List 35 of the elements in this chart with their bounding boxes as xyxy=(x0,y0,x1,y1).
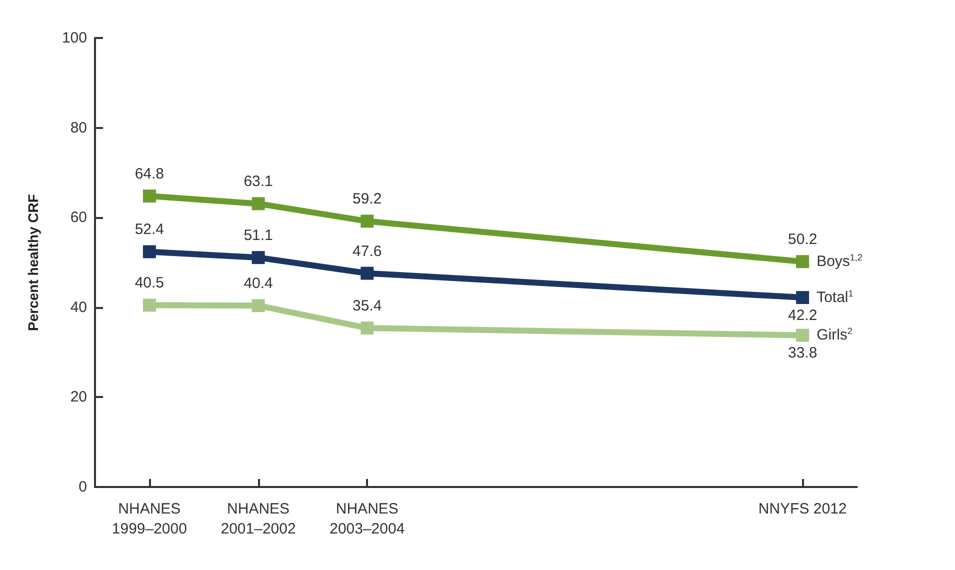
data-label: 35.4 xyxy=(352,298,382,315)
data-label: 33.8 xyxy=(788,344,818,362)
point xyxy=(252,251,265,264)
x-tick-label: NNYFS 2012 xyxy=(758,500,847,518)
data-label: 40.4 xyxy=(244,275,273,292)
point xyxy=(796,255,810,268)
data-label: 51.1 xyxy=(244,227,273,244)
data-label: 63.1 xyxy=(244,173,273,190)
data-label: 42.2 xyxy=(788,307,818,324)
point xyxy=(360,322,374,335)
point xyxy=(796,291,810,304)
data-label: 40.5 xyxy=(134,274,164,292)
y-tick-label: 60 xyxy=(70,209,87,226)
point xyxy=(142,298,156,312)
y-tick-label: 0 xyxy=(78,478,87,496)
point xyxy=(142,190,156,203)
data-label: 47.6 xyxy=(352,242,382,260)
y-tick-label: 20 xyxy=(70,388,87,406)
data-label: 52.4 xyxy=(134,221,164,238)
point xyxy=(796,328,810,342)
data-label: 50.2 xyxy=(788,231,818,248)
y-tick-label: 80 xyxy=(70,119,87,136)
point xyxy=(360,214,374,228)
data-label: 59.2 xyxy=(352,190,382,208)
y-tick-label: 100 xyxy=(62,30,87,46)
point xyxy=(142,245,156,258)
point xyxy=(252,197,265,210)
x-tick-label: NHANES 1999–2000 xyxy=(112,500,187,538)
x-tick-label: NHANES 2001–2002 xyxy=(220,500,296,538)
point xyxy=(252,299,265,312)
data-label: 64.8 xyxy=(134,166,164,183)
x-tick-label: NHANES 2003–2004 xyxy=(330,500,405,538)
point xyxy=(360,266,374,280)
y-axis-title: Percent healthy CRF xyxy=(25,194,41,331)
y-tick-label: 40 xyxy=(70,298,87,316)
